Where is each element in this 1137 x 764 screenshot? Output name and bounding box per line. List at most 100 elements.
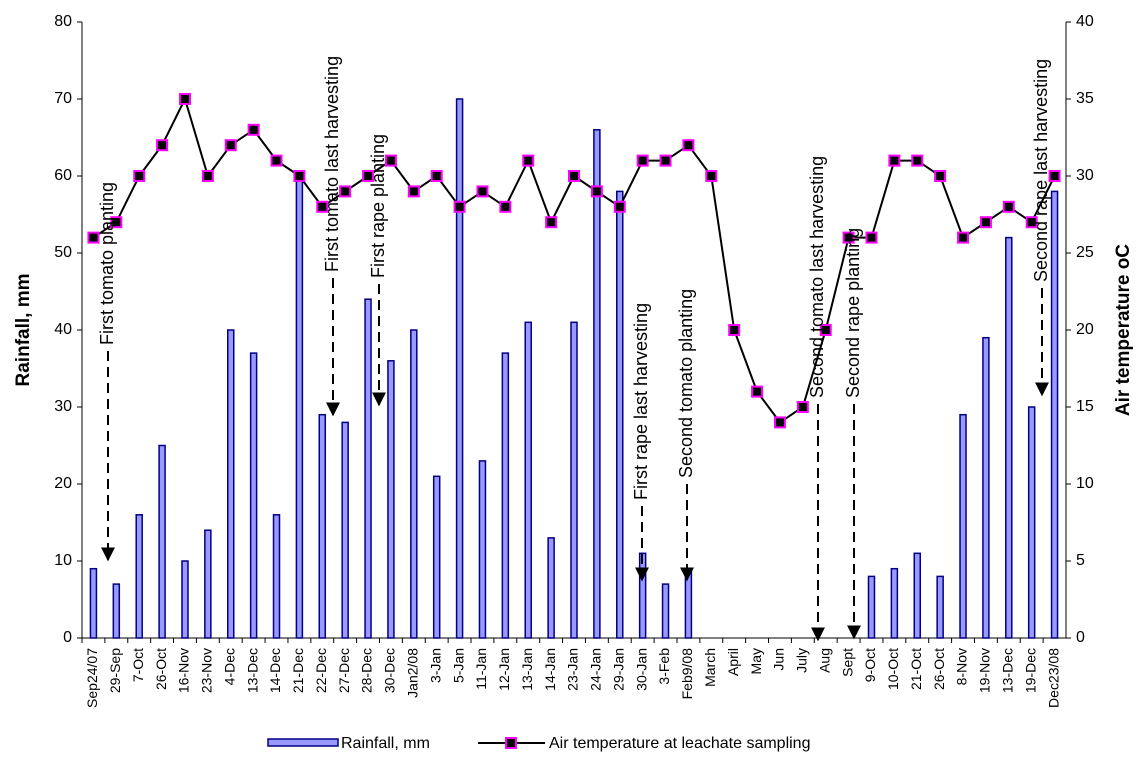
point	[87, 231, 100, 244]
bar	[593, 129, 601, 639]
y-tick-label: 40	[54, 321, 72, 338]
x-tick-label: 30-Jan	[633, 648, 649, 691]
x-tick-label: 12-Jan	[496, 648, 512, 691]
point	[1048, 170, 1061, 182]
x-tick-label: 23-Jan	[565, 648, 581, 691]
annotation: First rape planting	[368, 134, 388, 278]
y-tick-label: 10	[54, 552, 72, 569]
x-tick-label: Jan2/08	[405, 648, 421, 698]
x-tick-label: 30-Dec	[382, 648, 398, 693]
point	[682, 139, 695, 152]
legend-marker	[505, 737, 517, 749]
y2-tick-label: 10	[1076, 475, 1094, 492]
x-tick-label: 7-Oct	[130, 648, 146, 682]
point	[247, 123, 260, 136]
annotation: First tomato planting	[97, 182, 117, 345]
point	[110, 216, 123, 229]
bar	[684, 567, 693, 639]
annotation: Second tomato planting	[676, 289, 696, 478]
point	[316, 200, 329, 213]
point	[773, 416, 786, 429]
point	[384, 154, 397, 167]
x-tick-label: 5-Jan	[450, 648, 466, 683]
bar	[295, 175, 304, 639]
x-tick-label: 14-Jan	[542, 648, 558, 691]
annotation: First rape last harvesting	[631, 303, 651, 500]
bar	[1027, 406, 1036, 639]
bar	[158, 444, 166, 639]
point	[270, 154, 283, 167]
x-tick-label: 9-Oct	[862, 648, 878, 682]
bar	[204, 529, 212, 639]
bar	[524, 321, 532, 639]
x-tick-label: 13-Dec	[999, 648, 1015, 693]
point	[636, 154, 649, 167]
bar	[547, 537, 555, 639]
point	[979, 216, 992, 229]
x-tick-label: 3-Jan	[427, 648, 443, 683]
legend-swatch	[267, 738, 339, 747]
x-tick-label: 22-Dec	[313, 648, 329, 693]
x-tick-label: 13-Jan	[519, 648, 535, 691]
bar	[432, 475, 441, 639]
bar	[661, 583, 670, 639]
y2-tick-label: 0	[1076, 629, 1085, 646]
point	[568, 170, 580, 182]
x-tick-label: 26-Oct	[153, 648, 169, 690]
bar	[135, 514, 143, 639]
point	[522, 154, 535, 167]
point	[156, 139, 169, 152]
bar	[867, 575, 876, 639]
y-axis-title: Rainfall, mm	[13, 274, 34, 387]
point	[842, 231, 855, 244]
x-tick-label: 19-Dec	[1022, 648, 1038, 693]
x-tick-label: 21-Dec	[290, 648, 306, 693]
y2-axis-title: Air temperature oC	[1113, 244, 1134, 416]
bar	[913, 552, 922, 639]
point	[407, 185, 420, 198]
bar	[616, 190, 624, 639]
point	[819, 324, 832, 336]
bar	[1005, 236, 1013, 639]
y2-tick-label: 25	[1076, 244, 1094, 261]
point	[224, 139, 237, 152]
y2-tick-label: 30	[1076, 167, 1094, 184]
x-tick-label: 4-Dec	[221, 648, 237, 685]
x-tick-label: 23-Nov	[199, 648, 215, 693]
bar	[387, 360, 395, 639]
y-tick-label: 50	[54, 244, 72, 261]
legend-label: Rainfall, mm	[341, 735, 430, 752]
x-tick-label: 28-Dec	[359, 648, 375, 693]
bar	[181, 560, 189, 639]
point	[201, 170, 214, 182]
y-tick-label: 20	[54, 475, 72, 492]
point	[865, 231, 878, 244]
x-tick-label: May	[748, 648, 764, 674]
point	[1025, 216, 1038, 229]
bar	[318, 413, 327, 639]
x-tick-label: 14-Dec	[267, 648, 283, 693]
bar	[1050, 190, 1059, 639]
x-tick-label: 3-Feb	[656, 648, 672, 685]
y2-tick-label: 20	[1076, 321, 1094, 338]
x-tick-label: March	[702, 648, 718, 687]
x-tick-label: 27-Dec	[336, 648, 352, 693]
annotation: Second rape planting	[843, 228, 863, 398]
point	[659, 154, 672, 167]
x-tick-label: Sept	[839, 648, 855, 677]
point	[362, 170, 375, 182]
x-tick-label: Feb9/08	[679, 648, 695, 700]
point	[499, 200, 512, 213]
point	[1002, 200, 1015, 213]
point	[613, 200, 626, 213]
y-tick-label: 30	[54, 398, 72, 415]
annotation: Second rape last harvesting	[1031, 59, 1051, 282]
x-tick-label: Aug	[816, 648, 832, 673]
point	[796, 401, 809, 413]
x-tick-label: 11-Jan	[473, 648, 489, 690]
bar	[226, 329, 235, 639]
point	[705, 170, 718, 182]
x-tick-label: 26-Oct	[931, 648, 947, 690]
bar	[112, 583, 121, 639]
bar	[936, 575, 944, 639]
